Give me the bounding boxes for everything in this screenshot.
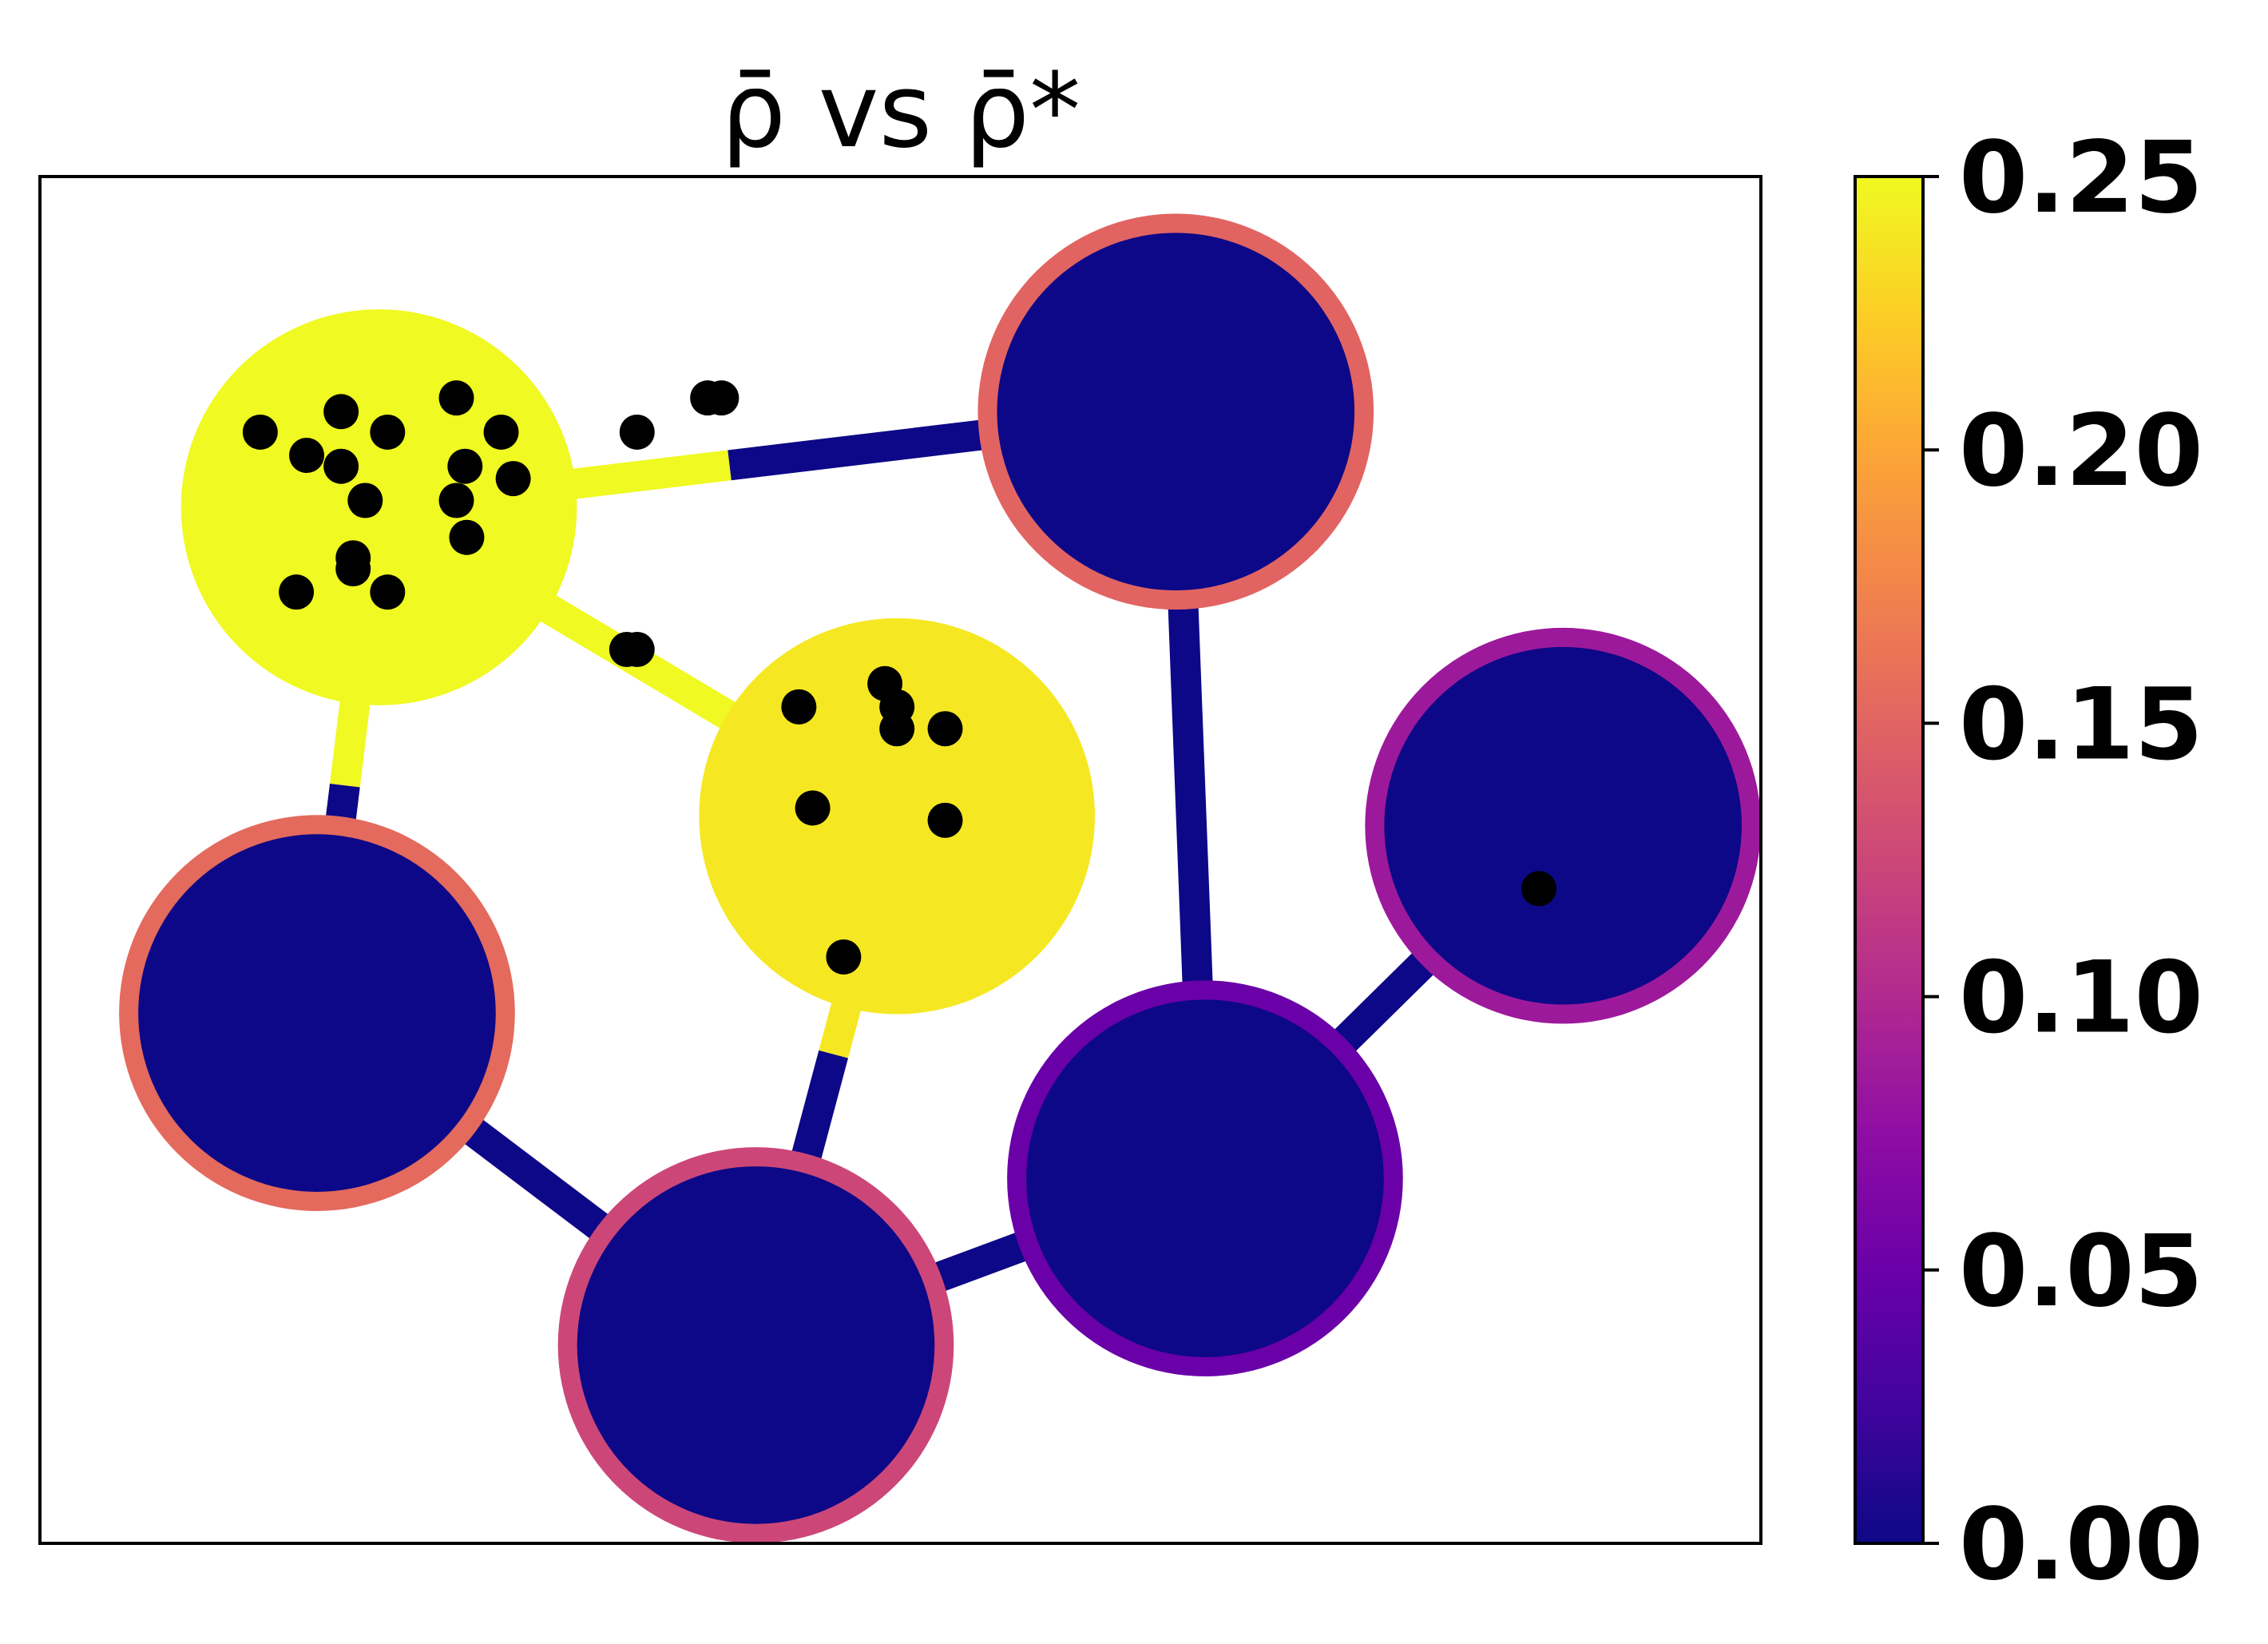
plot-area: [119, 213, 1761, 1543]
colorbar-tick-label-3: 0.15: [1959, 667, 2203, 782]
chamber-D-core: [1384, 646, 1742, 1005]
data-point-25: [927, 711, 963, 747]
colorbar-tick-label-2: 0.10: [1959, 941, 2203, 1056]
data-point-1: [323, 394, 359, 430]
colorbar-tick-label-4: 0.20: [1959, 394, 2203, 509]
chamber-E-core: [1026, 999, 1384, 1357]
data-point-16: [619, 414, 655, 450]
data-point-14: [279, 574, 315, 610]
data-point-20: [619, 632, 655, 668]
chamber-F-core: [577, 1166, 935, 1524]
chamber-B-core: [718, 637, 1077, 995]
points-layer: [242, 380, 1557, 975]
data-point-28: [826, 939, 862, 975]
data-point-3: [438, 380, 474, 416]
data-point-26: [795, 790, 831, 826]
chamber-C-core: [997, 232, 1355, 591]
plot-frame: [38, 175, 1762, 1545]
data-point-7: [347, 482, 383, 518]
data-point-5: [289, 438, 325, 474]
chambers-layer: [119, 213, 1761, 1543]
colorbar-tick-label-1: 0.05: [1959, 1214, 2203, 1329]
data-point-11: [449, 519, 485, 555]
data-point-29: [1521, 871, 1557, 907]
data-point-27: [927, 802, 963, 838]
data-point-4: [483, 414, 519, 450]
colorbar-ticks: 0.00 0.05 0.10 0.15 0.20 0.25: [1923, 121, 2203, 1602]
colorbar-gradient: [1855, 177, 1923, 1543]
data-point-10: [438, 482, 474, 518]
colorbar-tick-label-0: 0.00: [1959, 1487, 2203, 1602]
chamber-G-core: [138, 834, 496, 1192]
colorbar-frame: [1854, 175, 1925, 1545]
chart-title: ρ̄ vs ρ̄*: [721, 52, 1080, 171]
data-point-6: [323, 448, 359, 484]
data-point-15: [370, 574, 406, 610]
colorbar-tick-label-5: 0.25: [1959, 121, 2203, 236]
data-point-8: [447, 448, 483, 484]
data-point-13: [335, 551, 371, 587]
data-point-0: [242, 414, 278, 450]
data-point-21: [781, 689, 817, 725]
data-point-2: [370, 414, 406, 450]
data-point-18: [704, 380, 739, 416]
data-point-9: [495, 461, 531, 497]
data-point-24: [879, 711, 915, 747]
colorbar: 0.00 0.05 0.10 0.15 0.20 0.25: [1854, 121, 2203, 1602]
